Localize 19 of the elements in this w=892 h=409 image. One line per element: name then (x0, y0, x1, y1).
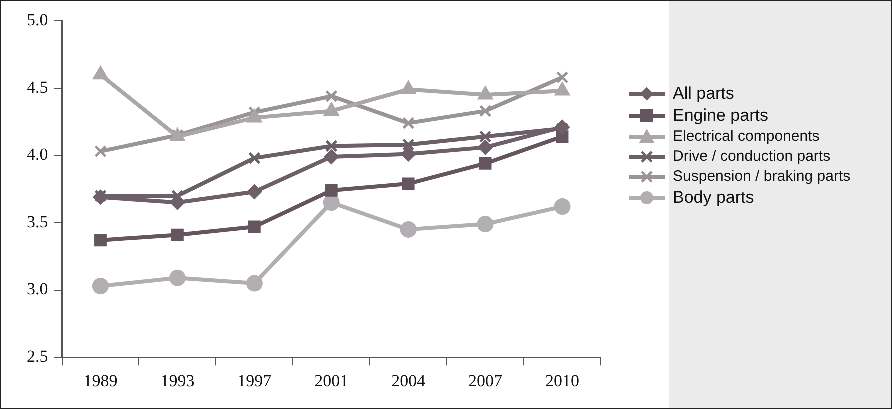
y-tick-label: 5.0 (27, 10, 48, 30)
y-tick-label: 4.5 (27, 78, 48, 97)
legend-label: Body parts (673, 188, 754, 207)
x-tick-label: 1997 (238, 371, 272, 390)
x-tick-label: 2004 (392, 371, 426, 390)
x-tick-label: 2010 (546, 371, 580, 390)
y-tick-label: 2.5 (27, 347, 48, 366)
x-tick-label: 1989 (84, 371, 118, 390)
y-tick-label: 4.0 (27, 145, 48, 164)
legend-label: Engine parts (673, 106, 768, 125)
legend-label: Electrical components (673, 128, 820, 145)
y-tick-label: 3.0 (27, 280, 48, 299)
legend-label: Suspension / braking parts (673, 168, 851, 185)
x-tick-label: 2001 (314, 371, 349, 390)
legend-label: Drive / conduction parts (673, 148, 831, 165)
x-tick-label: 2007 (468, 371, 504, 390)
legend-label: All parts (673, 84, 734, 103)
x-tick-label: 1993 (160, 371, 195, 390)
y-tick-label: 3.5 (27, 212, 48, 232)
